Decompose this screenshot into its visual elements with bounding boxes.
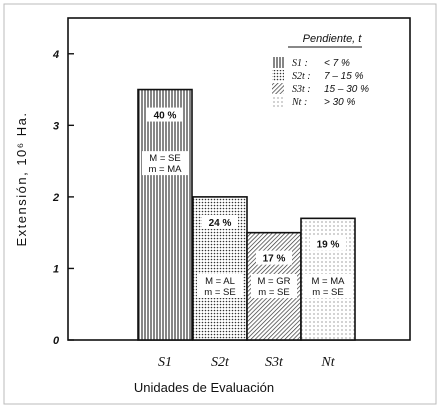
legend-label: S3t :	[292, 84, 311, 95]
annotation-bg	[251, 274, 297, 298]
y-tick-label: 0	[53, 335, 60, 347]
y-tick-label: 1	[53, 263, 59, 275]
legend-swatch	[272, 83, 284, 94]
bar-percent-label: 40 %	[154, 111, 177, 122]
bar-percent-label: 24 %	[209, 218, 232, 229]
legend-swatch	[272, 70, 284, 81]
legend-swatch	[272, 96, 284, 107]
y-tick-label: 2	[52, 192, 59, 204]
bar-annotation: M = AL	[205, 276, 235, 287]
legend-range: 7 – 15 %	[324, 71, 364, 82]
bar-percent-label: 19 %	[317, 239, 340, 250]
percent-label-bg	[147, 107, 183, 122]
legend-label: S2t :	[292, 71, 311, 82]
legend-swatch	[272, 57, 284, 68]
legend-range: > 30 %	[324, 97, 356, 108]
bar-annotation: M = SE	[149, 153, 180, 164]
page-frame	[3, 3, 437, 405]
x-tick-label: Nt	[320, 355, 335, 370]
legend-title: Pendiente, t	[303, 33, 363, 45]
legend-range: < 7 %	[324, 58, 350, 69]
bar-annotation: M = GR	[258, 276, 291, 287]
legend-label: S1 :	[292, 58, 308, 69]
percent-label-bg	[256, 250, 292, 265]
x-tick-label: S3t	[265, 355, 284, 370]
x-axis-label: Unidades de Evaluación	[134, 380, 274, 395]
annotation-bg	[305, 274, 351, 298]
annotation-bg	[142, 151, 188, 176]
bar	[137, 88, 193, 341]
percent-label-bg	[310, 236, 346, 251]
bar-annotation: m = SE	[204, 287, 235, 298]
annotation-bg	[197, 274, 243, 298]
y-tick-label: 4	[52, 49, 59, 61]
legend-range: 15 – 30 %	[324, 84, 369, 95]
bar-annotation: m = SE	[258, 287, 289, 298]
legend-label: Nt :	[291, 97, 307, 108]
y-tick-label: 3	[53, 120, 59, 132]
x-tick-label: S1	[158, 355, 172, 370]
bar-percent-label: 17 %	[263, 254, 286, 265]
x-tick-label: S2t	[211, 355, 230, 370]
y-axis-label: Extensión, 10⁶ Ha.	[14, 112, 29, 247]
bar-annotation: m = SE	[312, 287, 343, 298]
percent-label-bg	[202, 214, 238, 229]
bar-annotation: M = MA	[312, 276, 346, 287]
bar-annotation: m = MA	[149, 164, 183, 175]
